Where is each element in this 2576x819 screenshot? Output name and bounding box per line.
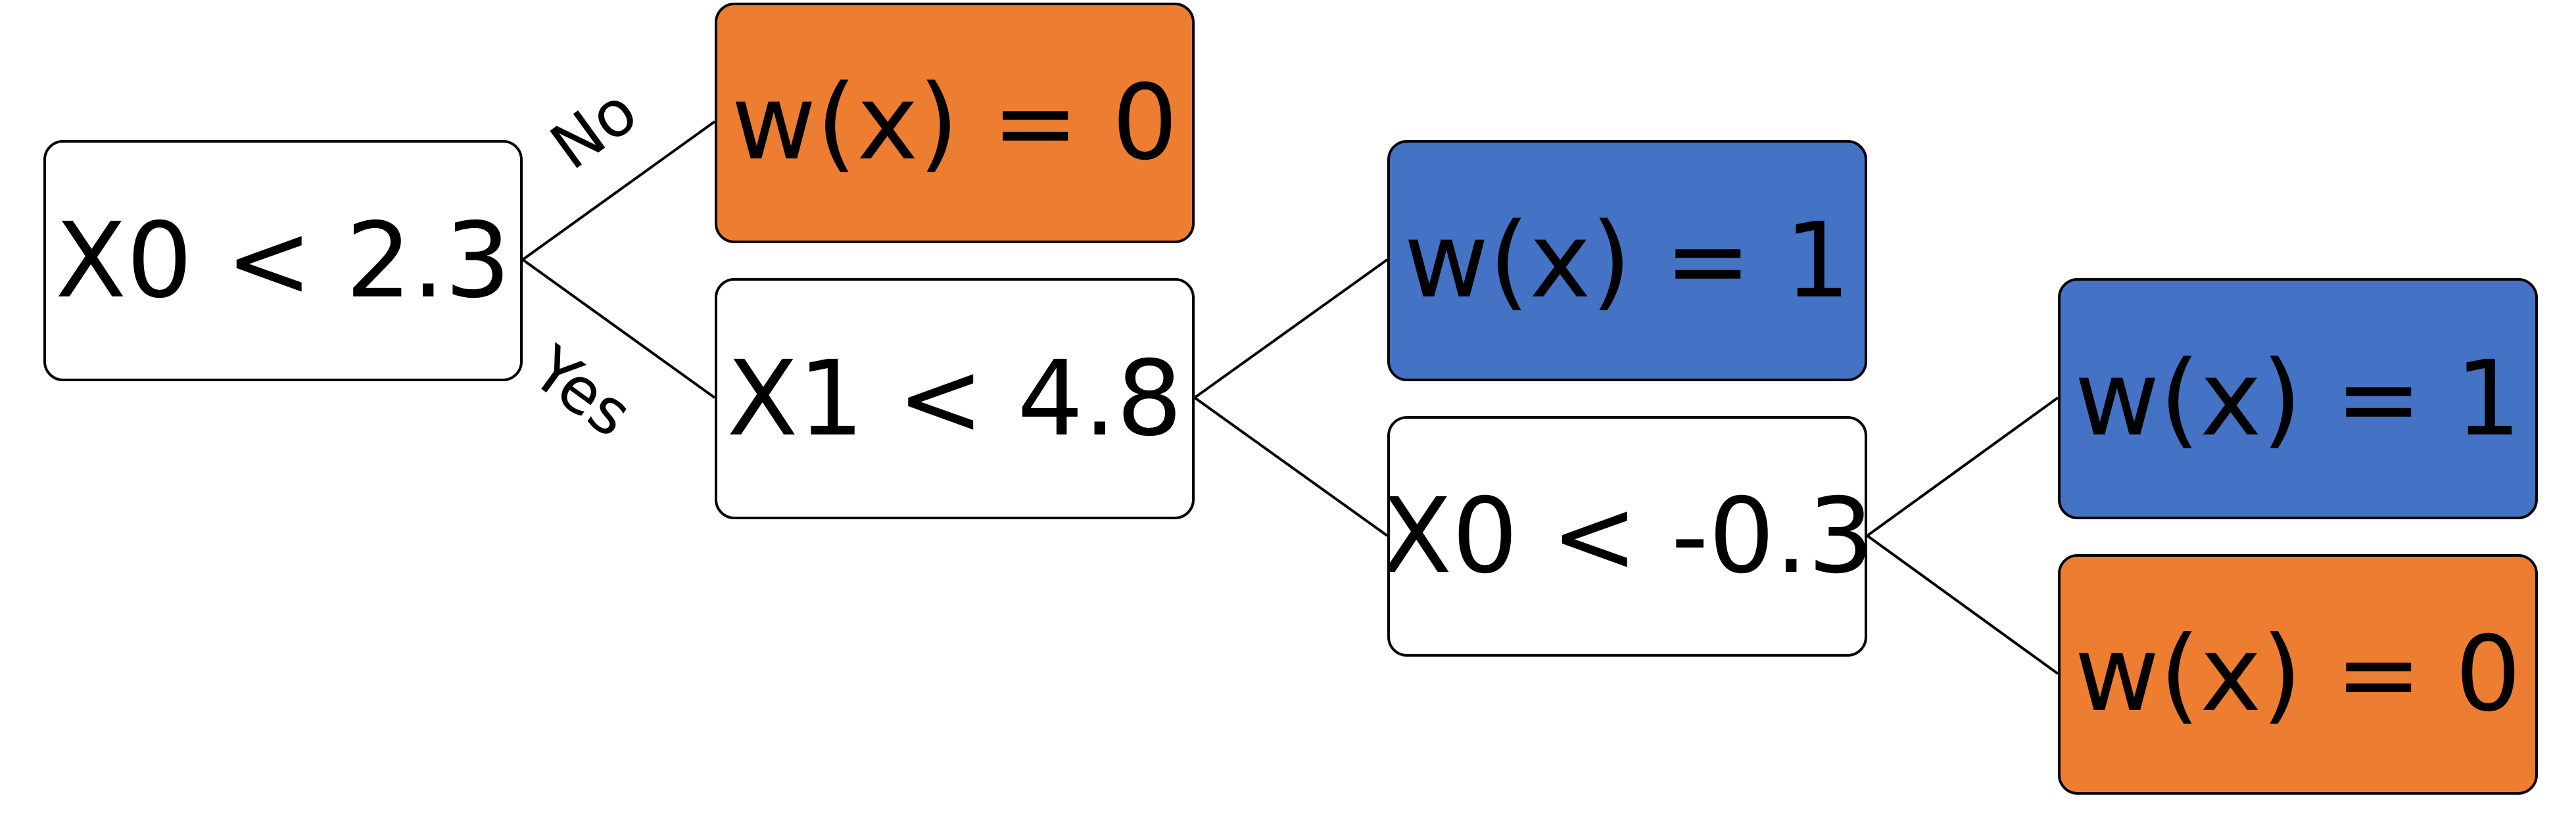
edge-root-to-leaf-no [521, 120, 716, 261]
node-leaf-orange-bottom-label: w(x) = 0 [2074, 614, 2521, 735]
edge-split-x1-to-leaf-blue-top [1193, 258, 1389, 399]
edge-split-x1-to-split-x0-neg [1193, 396, 1389, 537]
edge-root-to-split-x1 [521, 258, 716, 399]
node-leaf-orange-bottom-weight-zero: w(x) = 0 [2058, 554, 2538, 795]
node-leaf-blue-bottom-weight-one: w(x) = 1 [2058, 278, 2538, 519]
node-root-condition: X0 < 2.3 [43, 140, 523, 381]
node-split-x0-neg-condition: X0 < -0.3 [1387, 416, 1867, 657]
edge-split-x0-neg-to-leaf-blue-bottom [1866, 396, 2059, 537]
node-leaf-blue-bottom-label: w(x) = 1 [2074, 338, 2521, 459]
node-split-x1-condition: X1 < 4.8 [715, 278, 1195, 519]
edge-split-x0-neg-to-leaf-orange-bottom [1866, 534, 2059, 675]
node-split-x0-neg-label: X0 < -0.3 [1387, 476, 1867, 597]
node-leaf-blue-top-label: w(x) = 1 [1404, 200, 1851, 321]
node-leaf-no-weight-zero: w(x) = 0 [715, 3, 1195, 243]
node-leaf-blue-top-weight-one: w(x) = 1 [1387, 140, 1867, 381]
node-root-label: X0 < 2.3 [55, 200, 511, 321]
node-leaf-no-label: w(x) = 0 [731, 62, 1178, 183]
node-split-x1-label: X1 < 4.8 [727, 338, 1183, 459]
